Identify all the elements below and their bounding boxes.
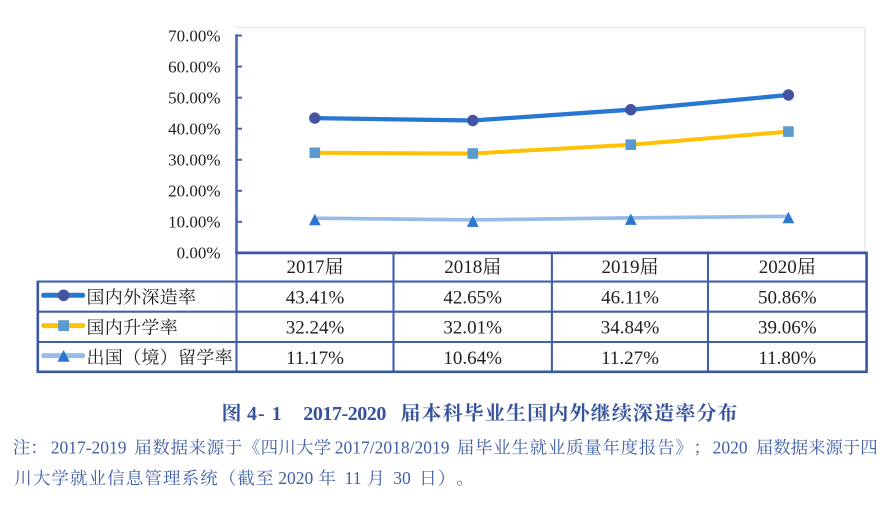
svg-text:4- 1: 4- 1 bbox=[247, 403, 283, 425]
svg-text:2017/2018/2019: 2017/2018/2019 bbox=[335, 438, 450, 458]
svg-text:11.80%: 11.80% bbox=[758, 348, 816, 369]
svg-text:50.00%: 50.00% bbox=[168, 89, 220, 108]
svg-text:30: 30 bbox=[393, 468, 411, 488]
svg-text:30.00%: 30.00% bbox=[168, 151, 220, 170]
svg-text:43.41%: 43.41% bbox=[286, 287, 345, 308]
svg-text:2020: 2020 bbox=[713, 438, 748, 458]
svg-text:70.00%: 70.00% bbox=[168, 26, 220, 45]
svg-text:2019: 2019 bbox=[602, 257, 640, 278]
svg-text:11.17%: 11.17% bbox=[286, 348, 344, 369]
svg-text:11.27%: 11.27% bbox=[601, 348, 659, 369]
svg-text:46.11%: 46.11% bbox=[601, 287, 659, 308]
svg-text:34.84%: 34.84% bbox=[601, 318, 660, 339]
svg-text:60.00%: 60.00% bbox=[168, 57, 220, 76]
svg-text:32.01%: 32.01% bbox=[443, 318, 502, 339]
svg-text:10.00%: 10.00% bbox=[168, 213, 220, 232]
svg-text:0.00%: 0.00% bbox=[177, 244, 221, 263]
svg-text:2020: 2020 bbox=[759, 257, 797, 278]
svg-text:2017-2020: 2017-2020 bbox=[303, 403, 386, 425]
svg-text:2020: 2020 bbox=[278, 468, 313, 488]
svg-text:32.24%: 32.24% bbox=[286, 318, 345, 339]
svg-text:2017: 2017 bbox=[287, 257, 325, 278]
svg-text:2017-2019: 2017-2019 bbox=[51, 438, 127, 458]
svg-text:20.00%: 20.00% bbox=[168, 182, 220, 201]
svg-text:2018: 2018 bbox=[444, 257, 482, 278]
svg-text:42.65%: 42.65% bbox=[443, 287, 502, 308]
svg-text:39.06%: 39.06% bbox=[758, 318, 817, 339]
svg-text:40.00%: 40.00% bbox=[168, 120, 220, 139]
svg-text:50.86%: 50.86% bbox=[758, 287, 817, 308]
svg-text:11: 11 bbox=[345, 468, 362, 488]
svg-text:10.64%: 10.64% bbox=[443, 348, 502, 369]
